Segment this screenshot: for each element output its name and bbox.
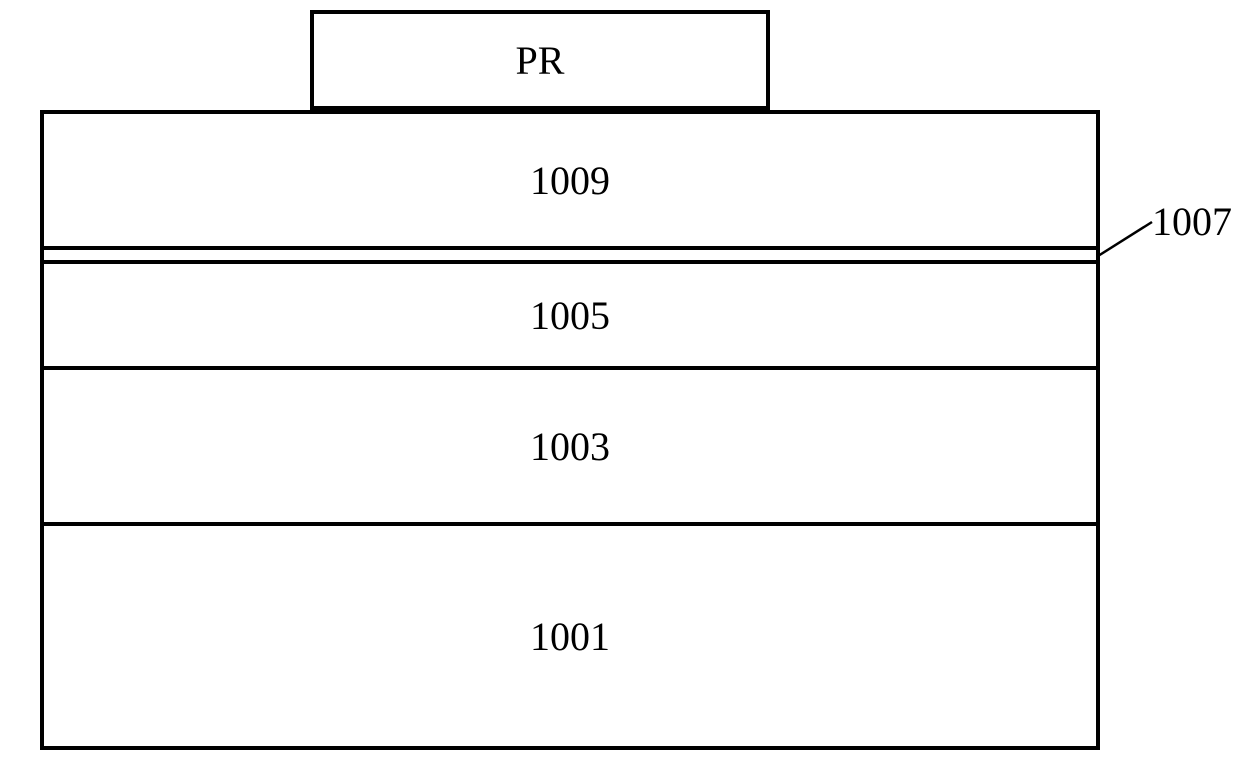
layer-pr: PR — [310, 10, 770, 110]
layer-stack-diagram: PR 1009 1005 1003 1001 — [40, 10, 1100, 750]
layer-1001-label: 1001 — [530, 613, 610, 660]
layer-1001: 1001 — [40, 522, 1100, 750]
layer-1003-label: 1003 — [530, 423, 610, 470]
layer-pr-label: PR — [516, 37, 565, 84]
callout-1007-label: 1007 — [1152, 198, 1232, 245]
layer-1005-label: 1005 — [530, 292, 610, 339]
layer-1005: 1005 — [40, 260, 1100, 370]
layer-1009: 1009 — [40, 110, 1100, 250]
layer-1009-label: 1009 — [530, 157, 610, 204]
layer-1003: 1003 — [40, 366, 1100, 526]
